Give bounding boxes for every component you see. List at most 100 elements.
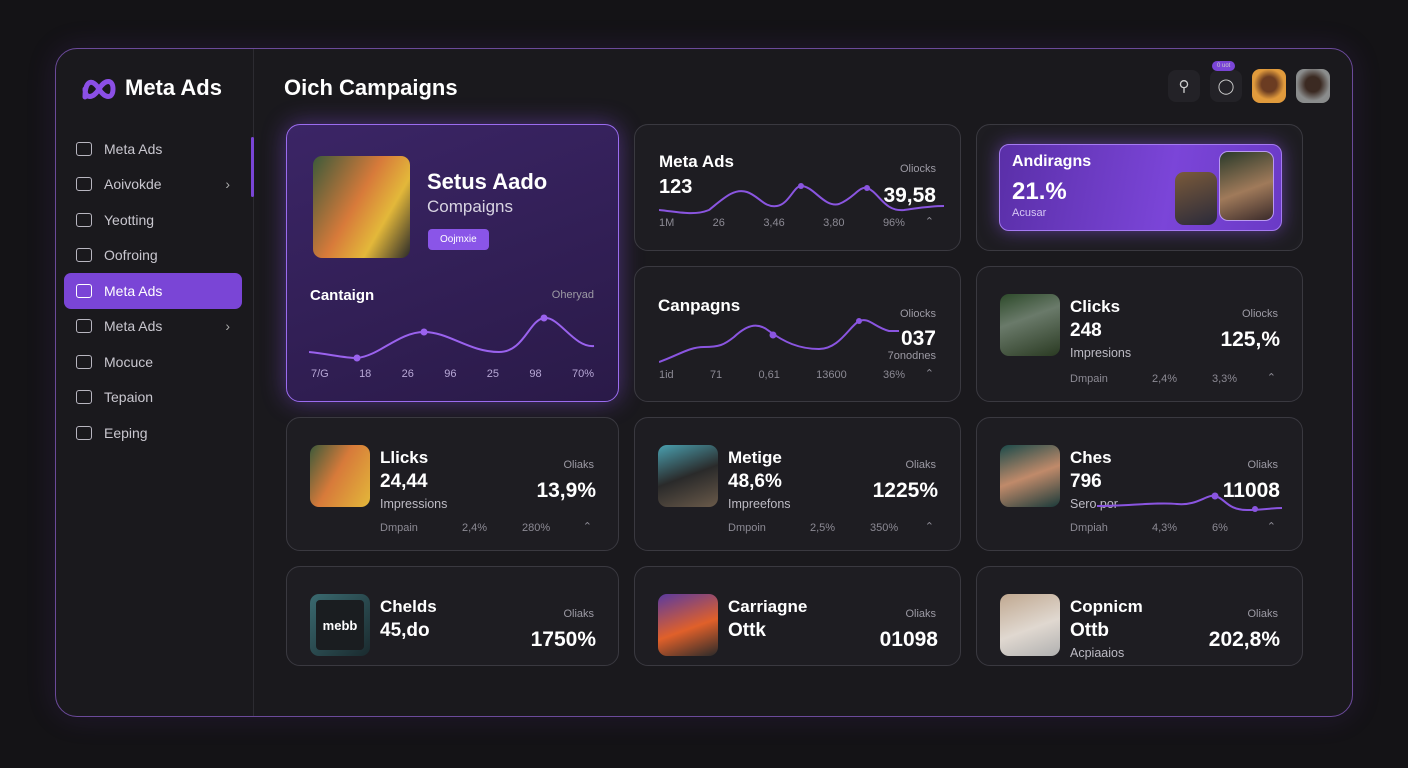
stat-card[interactable]: Metige 48,6% Impreefons Oliaks 1225% Dmpo… [634, 417, 961, 551]
chevron-up-icon[interactable]: ⌃ [582, 521, 592, 533]
hero-chart-label: Oheryad [551, 289, 594, 301]
chart-tick: 1id [659, 369, 674, 381]
card-metric: 1750% [530, 628, 596, 651]
card-metric: 1225% [872, 479, 938, 502]
chevron-up-icon[interactable]: ⌃ [1266, 521, 1276, 533]
chat-button[interactable]: 0 uot ◯ [1210, 61, 1242, 102]
brand-logo: Meta Ads [81, 75, 222, 101]
card-value: 123 [659, 176, 693, 198]
sidebar-scrollbar[interactable] [251, 137, 254, 197]
chart-tick: 71 [709, 369, 723, 381]
card-title: Canpagns [658, 296, 741, 315]
card-metric-label: Oliocks [899, 308, 936, 320]
sidebar-item[interactable]: Yeotting [64, 202, 242, 238]
stat-card[interactable]: mebb Chelds 45,do Oliaks 1750% [286, 566, 619, 666]
card-value: 796 [1070, 471, 1102, 492]
card-title: Meta Ads [659, 152, 734, 171]
meta-ads-card[interactable]: Meta Ads 123 Oliocks 39,58 1M 26 3,46 3,80 9… [634, 124, 961, 251]
campaigns-card[interactable]: Canpagns Oliocks 037 7onodnes 1id 71 0,61 1… [634, 266, 961, 402]
sidebar-item[interactable]: Mocuce [64, 344, 242, 380]
sparkline [1097, 492, 1282, 512]
avatar[interactable] [1252, 69, 1286, 103]
chart-tick: 25 [486, 368, 500, 380]
layout-icon [76, 248, 92, 263]
chevron-up-icon[interactable]: ⌃ [924, 521, 934, 533]
card-foot-value: 350% [870, 522, 899, 534]
chart-tick: 96 [444, 368, 457, 380]
sidebar-item-label: Yeotting [104, 211, 155, 228]
avatar[interactable] [1296, 69, 1330, 103]
campaign-photo [310, 445, 370, 507]
sidebar-item-label: Aoivokde [104, 176, 162, 193]
highlight-panel[interactable]: Andiragns 21.% Acusar [999, 144, 1282, 231]
sparkline [659, 183, 944, 215]
card-metric: 11008 [1222, 479, 1280, 502]
calendar-icon [76, 177, 92, 192]
card-metric: 13,9% [536, 479, 596, 502]
stat-card[interactable]: Ches 796 Sero por Oliaks 11008 Dmpiah 4,3… [976, 417, 1303, 551]
search-icon: ⚲ [1178, 78, 1190, 95]
sidebar-item[interactable]: Oofroing [64, 238, 242, 274]
chevron-up-icon[interactable]: ⌃ [1266, 372, 1276, 384]
card-value: Ottk [728, 620, 766, 641]
card-metric-label: Oliaks [563, 608, 594, 620]
card-value: 45,do [380, 620, 430, 641]
card-subtitle: Impresions [1070, 346, 1132, 360]
card-foot-value: 3,3% [1212, 373, 1238, 385]
chevron-up-icon[interactable]: ⌃ [924, 368, 934, 380]
card-title: Copnicm [1070, 597, 1143, 616]
card-title: Andiragns [1012, 153, 1092, 170]
campaign-photo [1000, 594, 1060, 656]
sidebar-item[interactable]: Tepaion [64, 380, 242, 416]
card-foot-label: Dmpoin [728, 522, 766, 534]
stat-card[interactable]: Copnicm Ottb Acpiaaios Oliaks 202,8% [976, 566, 1303, 666]
card-title: Llicks [380, 448, 429, 467]
card-value: 24,44 [380, 471, 428, 492]
sidebar-item-label: Tepaion [104, 389, 154, 406]
thumb-text: mebb [316, 600, 364, 650]
sidebar-item[interactable]: Aoivokde › [64, 167, 242, 203]
card-metric: 125,% [1220, 328, 1280, 351]
sidebar-item[interactable]: Meta Ads › [64, 309, 242, 345]
chevron-up-icon[interactable]: ⌃ [924, 216, 934, 228]
card-metric-label: Oliaks [1247, 608, 1278, 620]
card-subtitle: Acusar [1012, 207, 1047, 219]
campaign-photo [658, 594, 718, 656]
meta-logo-icon [82, 79, 116, 100]
card-metric: 01098 [879, 628, 938, 651]
campaign-photo [1000, 294, 1060, 356]
card-value: 48,6% [728, 471, 782, 492]
notification-badge: 0 uot [1212, 61, 1236, 71]
sidebar: Meta Ads Meta Ads Aoivokde › Yeotting Oofroi… [56, 49, 254, 716]
hero-sparkline [309, 314, 595, 362]
card-title: Chelds [380, 597, 437, 616]
hero-subtitle: Compaigns [427, 197, 513, 216]
chevron-right-icon: › [225, 176, 230, 193]
sidebar-item[interactable]: Meta Ads [64, 273, 242, 309]
sidebar-item[interactable]: Meta Ads [64, 131, 242, 167]
campaign-photo [313, 156, 410, 258]
card-foot-value: 2,4% [1152, 373, 1178, 385]
hero-campaign-card[interactable]: Setus Aado Compaigns Oojmxie Cantaign Oh… [286, 124, 619, 402]
sidebar-item-label: Mocuce [104, 353, 154, 370]
stat-card[interactable]: Clicks 248 Impresions Oliocks 125,% Dmpai… [976, 266, 1303, 402]
card-value: Ottb [1070, 620, 1110, 641]
search-button[interactable]: ⚲ [1168, 70, 1200, 102]
card-metric-label: Oliocks [899, 163, 936, 175]
card-metric: 202,8% [1208, 628, 1280, 651]
hero-action-button[interactable]: Oojmxie [428, 229, 489, 250]
campaign-photo [1175, 172, 1217, 225]
sidebar-item-label: Meta Ads [104, 140, 163, 157]
campaign-photo [658, 445, 718, 507]
card-title: Metige [728, 448, 782, 467]
chart-tick: 98 [529, 368, 542, 380]
stat-card[interactable]: Llicks 24,44 Impressions Oliaks 13,9% Dmp… [286, 417, 619, 551]
card-title: Ches [1070, 448, 1112, 467]
ads-icon [76, 141, 92, 156]
stat-card[interactable]: Carriagne Ottk Oliaks 01098 [634, 566, 961, 666]
sidebar-item[interactable]: Eeping [64, 415, 242, 451]
sidebar-item-label: Eeping [104, 424, 148, 441]
campaign-photo: mebb [310, 594, 370, 656]
highlight-card[interactable]: Andiragns 21.% Acusar [976, 124, 1303, 251]
card-metric-label: Oliaks [905, 459, 936, 471]
